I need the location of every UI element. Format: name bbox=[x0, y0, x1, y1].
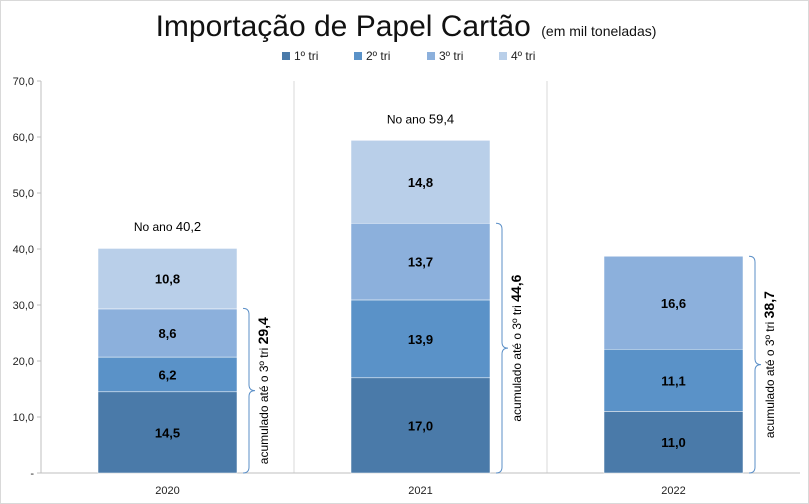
bar-data-label: 11,1 bbox=[661, 373, 686, 388]
bar-segment bbox=[97, 248, 238, 310]
bar-data-label: 6,2 bbox=[158, 367, 176, 382]
bars: 14,5 6,2 8,6 10,8 17,0 13,9 13,7 14,8 11,0 11,1 16… bbox=[97, 140, 744, 474]
bar-data-label: 13,7 bbox=[408, 255, 433, 270]
bar-data-label: 14,8 bbox=[408, 175, 433, 190]
legend: 1º tri 2º tri 3º tri 4º tri bbox=[282, 49, 535, 63]
y-tick-label: 70,0 bbox=[13, 76, 34, 88]
x-axis: 2020 2021 2022 bbox=[155, 485, 685, 497]
bar-segment bbox=[603, 256, 744, 350]
legend-label: 2º tri bbox=[366, 49, 390, 63]
legend-label: 3º tri bbox=[439, 49, 463, 63]
bar-segment bbox=[350, 299, 491, 379]
bar-data-label: 10,8 bbox=[155, 272, 180, 287]
y-tick-label: 40,0 bbox=[13, 244, 34, 256]
y-tick-label: - bbox=[30, 468, 34, 480]
legend-swatch bbox=[499, 52, 507, 60]
accumulated-bracket bbox=[748, 255, 762, 474]
bar-segment bbox=[603, 348, 744, 412]
accumulated-label: acumulado até o 3º tri 44,6 bbox=[508, 274, 524, 421]
accumulated-bracket bbox=[495, 222, 509, 474]
bar-segment bbox=[350, 140, 491, 224]
bar-data-label: 14,5 bbox=[155, 425, 180, 440]
legend-swatch bbox=[354, 52, 362, 60]
legend-label: 4º tri bbox=[511, 49, 535, 63]
bar-data-label: 16,6 bbox=[661, 296, 686, 311]
accumulated-label: acumulado até o 3º tri 29,4 bbox=[255, 317, 271, 464]
bar-segment bbox=[97, 356, 238, 393]
bar-segment bbox=[350, 377, 491, 474]
bar-segment bbox=[603, 411, 744, 474]
bar-data-label: 11,0 bbox=[661, 435, 686, 450]
bar-total-label: No ano 40,2 bbox=[134, 219, 201, 234]
y-tick-label: 20,0 bbox=[13, 356, 34, 368]
accumulated-label-group: acumulado até o 3º tri 29,4 bbox=[255, 317, 271, 464]
accumulated-label: acumulado até o 3º tri 38,7 bbox=[761, 291, 777, 438]
grid bbox=[293, 81, 548, 473]
title-main: Importação de Papel Cartão bbox=[156, 10, 531, 43]
bar-data-label: 13,9 bbox=[408, 332, 433, 347]
bar-data-label: 8,6 bbox=[158, 326, 176, 341]
title-subtitle: (em mil toneladas) bbox=[541, 23, 656, 39]
x-tick-label: 2021 bbox=[408, 485, 432, 497]
y-tick-label: 50,0 bbox=[13, 188, 34, 200]
bar-data-label: 17,0 bbox=[408, 418, 433, 433]
y-tick-label: 30,0 bbox=[13, 300, 34, 312]
accumulated-bracket bbox=[242, 307, 256, 474]
annotations: No ano 40,2 acumulado até o 3º tri 29,4 No… bbox=[134, 111, 777, 474]
accumulated-label-group: acumulado até o 3º tri 38,7 bbox=[761, 291, 777, 438]
bar-segment bbox=[97, 308, 238, 358]
legend-swatch bbox=[282, 52, 290, 60]
x-tick-label: 2020 bbox=[155, 485, 179, 497]
bar-segment bbox=[97, 391, 238, 474]
bar-segment bbox=[350, 222, 491, 301]
x-tick-label: 2022 bbox=[661, 485, 685, 497]
y-tick-label: 10,0 bbox=[13, 412, 34, 424]
chart-title: Importação de Papel Cartão (em mil tonel… bbox=[156, 10, 657, 43]
y-tick-label: 60,0 bbox=[13, 132, 34, 144]
legend-label: 1º tri bbox=[294, 49, 318, 63]
bar-total-label: No ano 59,4 bbox=[387, 111, 454, 126]
legend-swatch bbox=[427, 52, 435, 60]
accumulated-label-group: acumulado até o 3º tri 44,6 bbox=[508, 274, 524, 421]
